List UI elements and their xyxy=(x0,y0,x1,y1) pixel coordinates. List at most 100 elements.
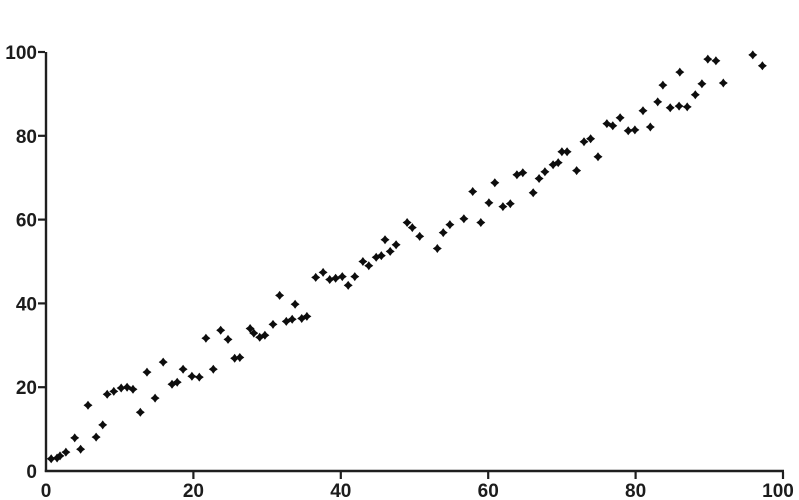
data-point xyxy=(275,290,285,300)
data-point xyxy=(586,134,596,144)
data-point xyxy=(505,199,515,209)
data-point xyxy=(61,447,71,457)
y-tick-label: 80 xyxy=(16,127,37,148)
data-point xyxy=(83,400,93,410)
data-point xyxy=(290,299,300,309)
data-point xyxy=(318,267,328,277)
data-point xyxy=(711,56,721,66)
data-point xyxy=(302,311,312,321)
data-point xyxy=(158,357,168,367)
data-point xyxy=(638,106,648,116)
x-tick-label: 40 xyxy=(330,481,351,500)
data-point xyxy=(476,218,486,227)
data-point xyxy=(102,389,112,399)
data-point xyxy=(468,187,478,196)
data-point xyxy=(55,451,65,461)
data-point xyxy=(757,61,767,71)
data-point xyxy=(52,453,62,463)
y-tick-label: 60 xyxy=(16,211,37,232)
data-point xyxy=(518,168,528,178)
data-point xyxy=(391,240,401,250)
data-point xyxy=(122,382,132,392)
data-point xyxy=(718,78,728,88)
data-point xyxy=(572,166,582,176)
data-point xyxy=(46,454,56,464)
data-point xyxy=(459,214,469,224)
data-point xyxy=(534,174,544,183)
data-point xyxy=(331,273,341,283)
data-point xyxy=(128,384,138,394)
data-point xyxy=(255,332,265,342)
data-point xyxy=(553,158,563,168)
data-point xyxy=(109,386,119,396)
data-point xyxy=(540,167,550,177)
data-point xyxy=(602,119,612,129)
data-point xyxy=(325,275,335,284)
data-point xyxy=(194,372,204,382)
data-point xyxy=(484,198,494,208)
data-point xyxy=(297,314,307,323)
data-point xyxy=(343,280,353,290)
data-point xyxy=(260,330,270,340)
data-point xyxy=(142,367,152,377)
data-point xyxy=(311,272,321,282)
data-point xyxy=(557,147,567,157)
data-point xyxy=(376,251,386,261)
data-point xyxy=(579,137,589,147)
data-point xyxy=(337,272,347,282)
data-point xyxy=(268,319,278,329)
data-point xyxy=(70,433,80,443)
y-tick-label: 40 xyxy=(16,294,37,315)
data-point xyxy=(697,79,707,89)
y-tick-label: 0 xyxy=(26,462,37,483)
data-point xyxy=(187,371,197,381)
data-point xyxy=(665,103,675,113)
data-point xyxy=(201,333,211,343)
data-point xyxy=(623,126,633,136)
data-point xyxy=(76,444,86,454)
x-tick-label: 20 xyxy=(183,481,204,500)
data-point xyxy=(385,246,395,256)
data-point xyxy=(208,364,218,374)
data-point xyxy=(645,122,655,132)
data-point xyxy=(371,252,381,262)
x-tick-label: 100 xyxy=(762,481,794,500)
data-point xyxy=(249,328,259,338)
data-point xyxy=(630,125,640,135)
data-point xyxy=(445,220,455,230)
data-point xyxy=(287,314,297,324)
data-point xyxy=(245,324,255,333)
data-point xyxy=(608,121,618,131)
y-tick-label: 20 xyxy=(16,378,37,399)
x-tick-label: 0 xyxy=(41,481,52,500)
data-point xyxy=(432,244,442,253)
data-point xyxy=(703,54,713,64)
y-tick-label: 100 xyxy=(5,43,37,64)
data-point xyxy=(402,218,412,227)
data-point xyxy=(548,160,558,170)
data-point xyxy=(675,67,685,77)
data-point xyxy=(91,432,101,442)
data-point xyxy=(512,170,522,180)
data-point xyxy=(178,364,188,374)
data-point xyxy=(150,393,160,403)
data-point xyxy=(674,101,684,111)
data-point xyxy=(490,178,500,188)
data-point xyxy=(748,50,758,60)
data-point xyxy=(350,272,360,282)
data-point xyxy=(223,334,233,344)
data-point xyxy=(653,97,663,107)
data-point xyxy=(407,223,417,233)
data-point xyxy=(98,420,108,430)
data-point xyxy=(380,235,390,245)
data-point xyxy=(281,316,291,326)
data-point xyxy=(690,90,700,100)
data-point xyxy=(438,228,448,238)
data-point xyxy=(116,383,126,393)
data-point xyxy=(364,261,374,271)
x-tick-label: 80 xyxy=(625,481,646,500)
data-point xyxy=(593,152,603,162)
x-tick-label: 60 xyxy=(478,481,499,500)
